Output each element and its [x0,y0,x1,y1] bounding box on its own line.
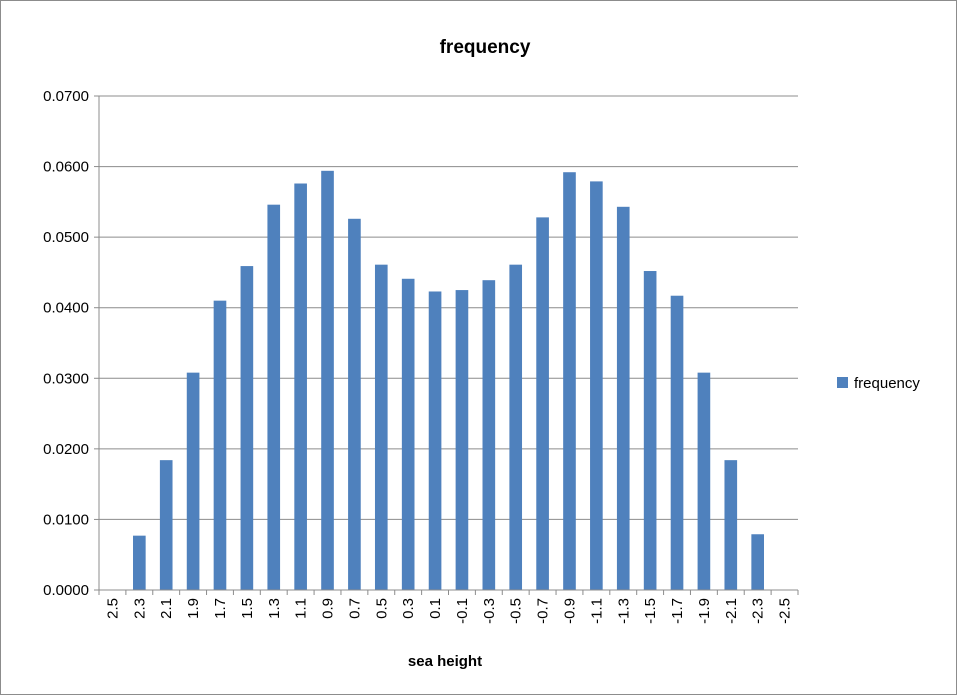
chart-title: frequency [440,37,531,58]
x-tick-label: 1.3 [266,598,283,619]
x-tick-label: 0.9 [320,598,337,619]
bar--0.1 [455,290,469,590]
bar--1.1 [590,181,603,590]
x-tick-label: 1.9 [185,598,202,619]
bar-1.5 [240,266,254,590]
y-tick-label: 0.0000 [43,582,89,599]
bar-1.9 [186,372,200,590]
bars [133,170,764,591]
bar--1.3 [616,206,630,591]
x-tick-label: 1.7 [212,598,229,619]
x-tick-label: -0.3 [481,598,498,624]
bar-1.7 [213,300,227,590]
x-axis-title: sea height [408,653,482,670]
x-tick-label: -1.3 [615,598,632,624]
bar-2.1 [159,460,173,590]
x-tick-label: 1.1 [293,598,310,619]
x-tick-label: 2.3 [131,598,148,619]
x-tick-label: -2.1 [723,598,740,624]
x-tick-label: 0.3 [400,598,417,619]
legend-label: frequency [854,375,920,392]
y-tick-label: 0.0300 [43,370,89,387]
gridlines [99,95,798,520]
x-tick-label: 1.5 [239,598,256,619]
x-tick-label: -0.9 [561,598,578,624]
y-tick-label: 0.0700 [43,88,89,105]
x-tick-label: -1.5 [642,598,659,624]
bar--1.9 [697,372,711,590]
bar-2.3 [133,535,146,590]
x-tick-label: -0.7 [535,598,552,624]
x-tick-label: 0.7 [346,598,363,619]
bar--0.7 [536,217,549,590]
legend: frequency [837,375,920,392]
x-tick-label: -2.5 [777,598,794,624]
x-tick-label: -2.3 [750,598,767,624]
bar--1.5 [643,271,657,590]
x-tick-label: 2.5 [104,598,121,619]
y-tick-label: 0.0200 [43,441,89,458]
y-tick-label: 0.0500 [43,229,89,246]
bar--2.3 [751,534,764,590]
bar--0.3 [482,280,496,590]
axes [94,95,799,595]
bar-0.3 [401,278,415,590]
y-tick-label: 0.0600 [43,159,89,176]
bar-1.3 [267,204,281,590]
x-tick-label: -1.9 [696,598,713,624]
x-tick-label: -0.1 [454,598,471,624]
x-tick-label: 2.1 [158,598,175,619]
y-tick-labels: 0.0000 0.0100 0.0200 0.0300 0.0400 0.0500 0.06… [43,88,89,599]
x-tick-label: 0.5 [373,598,390,619]
x-tick-label: 0.1 [427,598,444,619]
bar-0.1 [428,291,442,590]
bar-1.1 [294,183,307,590]
legend-swatch [837,377,848,388]
bar-0.7 [348,218,361,591]
y-tick-label: 0.0400 [43,300,89,317]
bar--0.5 [509,264,523,590]
x-tick-label: -1.7 [669,598,686,624]
y-tick-label: 0.0100 [43,511,89,528]
x-tick-label: -0.5 [508,598,525,624]
bar--0.9 [563,172,576,590]
bar-0.9 [321,170,334,590]
x-tick-labels: 2.5 2.3 2.1 1.9 1.7 1.5 1.3 1.1 0.9 0.7 0.5 0.3 0.1-… [104,598,793,624]
bar--1.7 [670,295,684,590]
bar--2.1 [724,460,738,590]
x-tick-label: -1.1 [588,598,605,624]
bar-0.5 [374,264,388,590]
